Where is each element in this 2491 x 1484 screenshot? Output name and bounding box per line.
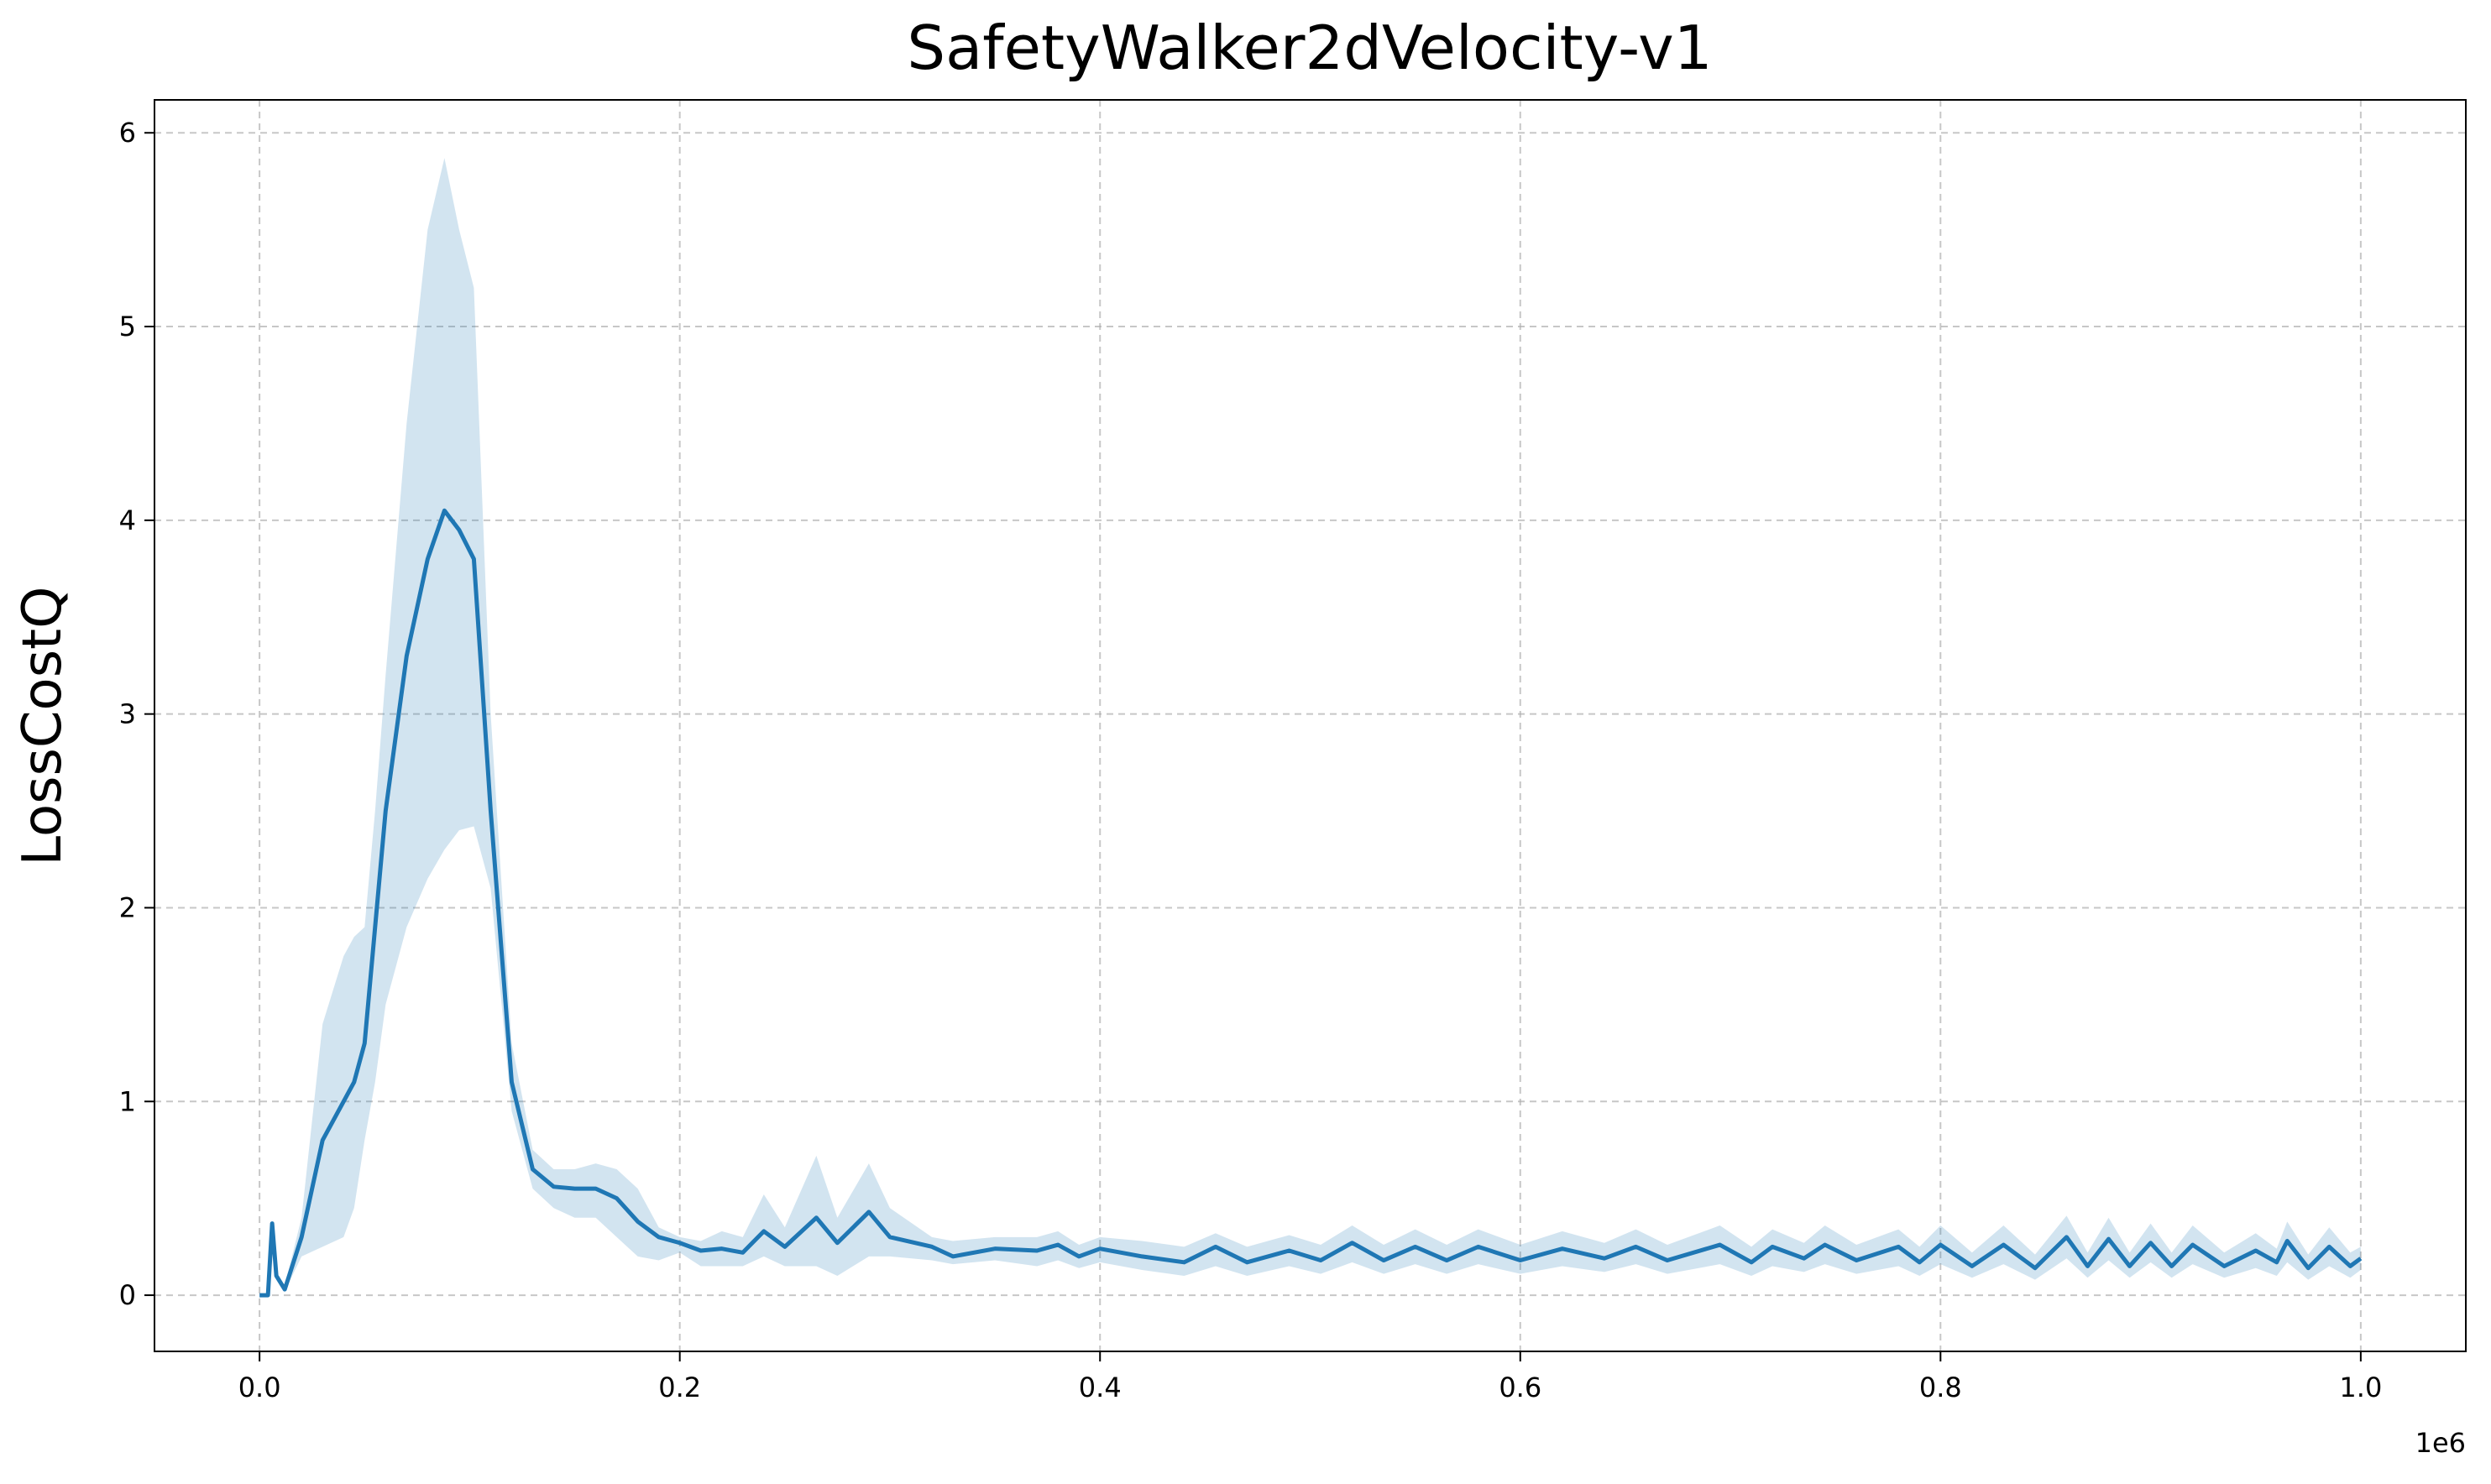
y-tick-label: 5 <box>119 311 136 342</box>
x-tick-label: 0.6 <box>1499 1372 1541 1403</box>
x-tick-label: 1.0 <box>2339 1372 2382 1403</box>
x-tick-label: 0.0 <box>238 1372 281 1403</box>
y-tick-label: 1 <box>119 1085 136 1117</box>
y-tick-label: 3 <box>119 698 136 730</box>
line <box>259 508 2363 1298</box>
x-tick-label: 0.2 <box>658 1372 701 1403</box>
y-tick-label: 2 <box>119 891 136 923</box>
y-tick-label: 4 <box>119 504 136 536</box>
plot-frame <box>154 99 2467 1352</box>
y-axis-label: LossCostQ <box>12 586 74 865</box>
x-tick-label: 0.4 <box>1079 1372 1122 1403</box>
x-offset-label: 1e6 <box>2415 1427 2466 1459</box>
y-tick-label: 0 <box>119 1279 136 1311</box>
y-tick-label: 6 <box>119 117 136 149</box>
x-tick-label: 0.8 <box>1919 1372 1962 1403</box>
chart-title: SafetyWalker2dVelocity-v1 <box>907 13 1712 83</box>
band <box>259 158 2361 1296</box>
